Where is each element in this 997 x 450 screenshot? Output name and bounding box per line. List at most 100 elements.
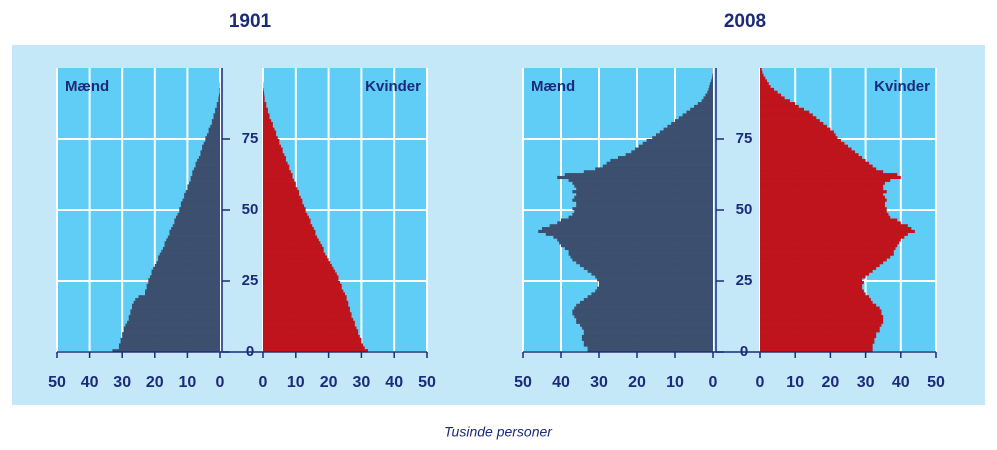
bar [564,173,713,177]
bar [606,161,713,165]
bar [263,261,331,265]
bar [156,261,220,265]
bar [760,141,845,145]
y-tick-label: 75 [242,130,259,147]
bar [711,79,713,83]
bar [760,173,898,177]
bar [263,158,286,163]
bar [189,181,220,185]
y-tick-label: 50 [736,201,753,218]
bar [583,332,713,336]
x-tick-label: 30 [590,374,608,391]
bar [574,306,713,310]
legend-label: Mænd [65,78,109,95]
bar [635,147,713,151]
bar [760,218,898,222]
bar [263,170,291,174]
bar [263,266,334,270]
bar [263,175,293,180]
x-tick-label: 10 [666,374,684,391]
bar [263,238,319,242]
bar [760,104,799,109]
bar [263,329,359,333]
bar [263,244,323,248]
bar [568,249,713,253]
bar [760,212,889,216]
bar [263,309,350,313]
bar [263,252,326,256]
bar [180,204,220,208]
bar [263,323,355,327]
bar [760,210,887,214]
bar [179,210,220,214]
bar [263,224,313,228]
bar [215,107,220,111]
bar [597,278,713,282]
bar [709,85,713,89]
caption: Tusinde personer [444,424,553,440]
bar [180,201,220,205]
bar [184,195,220,199]
bar [599,283,713,287]
bar [760,110,810,114]
bar [760,70,763,74]
bar [158,258,220,262]
bar [169,232,220,236]
bar [760,68,762,72]
bar [760,303,877,307]
chart-title: 2008 [724,11,766,32]
bar [153,266,220,270]
bar [760,286,863,290]
bar [203,141,220,145]
bar [572,190,713,194]
bar [164,244,220,248]
bar [174,218,220,222]
bar [760,161,870,165]
bar [760,255,891,259]
bar [561,218,713,222]
bar [263,249,324,253]
bar [574,315,713,319]
bar [760,261,884,265]
bar [656,133,713,137]
bar [263,198,303,202]
bar [263,300,349,305]
bar [263,150,283,154]
bar [263,303,349,307]
bar [686,110,713,114]
x-tick-label: 10 [287,374,305,391]
bar [263,312,352,316]
bar [760,124,827,128]
bar [263,229,316,234]
bar [568,215,713,219]
x-tick-label: 50 [927,374,945,391]
bar [263,289,344,293]
bar [760,312,882,316]
bar [760,181,885,185]
bar [263,326,357,330]
bar [263,116,270,120]
bar [263,130,277,134]
bar [760,235,905,239]
bar [130,312,220,316]
bar [760,201,885,205]
bar [162,246,220,251]
bar [263,258,329,262]
bar [263,241,321,245]
bar [263,332,359,336]
bar [595,289,713,293]
bar [760,153,859,157]
bar [580,300,713,305]
bar [760,85,771,89]
bar [131,303,220,307]
bar [760,278,863,282]
bar [538,229,713,234]
bar [587,295,713,299]
bar [263,215,309,219]
bar [218,96,220,100]
x-tick-label: 40 [892,374,910,391]
bar [213,116,220,120]
bar [263,90,264,94]
x-tick-label: 20 [822,374,840,391]
bar [760,221,901,225]
